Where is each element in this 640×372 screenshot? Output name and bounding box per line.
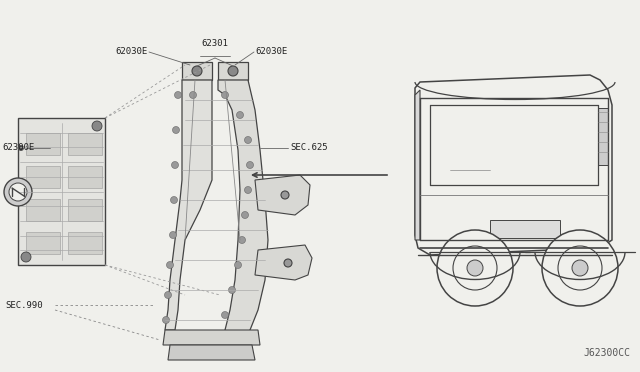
Circle shape (164, 292, 172, 298)
Circle shape (244, 137, 252, 144)
Polygon shape (255, 245, 312, 280)
Circle shape (453, 246, 497, 290)
Circle shape (246, 161, 253, 169)
Polygon shape (68, 166, 102, 188)
Circle shape (92, 121, 102, 131)
Circle shape (172, 161, 179, 169)
Circle shape (572, 260, 588, 276)
Circle shape (244, 186, 252, 193)
Polygon shape (490, 220, 560, 238)
Circle shape (239, 237, 246, 244)
Polygon shape (255, 175, 310, 215)
Polygon shape (218, 80, 268, 340)
Text: 62030E: 62030E (255, 48, 287, 57)
Circle shape (4, 178, 32, 206)
Polygon shape (26, 232, 60, 254)
Text: 62030E: 62030E (116, 48, 148, 57)
Text: SEC.625: SEC.625 (290, 144, 328, 153)
Circle shape (21, 252, 31, 262)
Polygon shape (68, 199, 102, 221)
Polygon shape (68, 232, 102, 254)
Circle shape (221, 311, 228, 318)
Circle shape (542, 230, 618, 306)
Circle shape (284, 259, 292, 267)
Circle shape (467, 260, 483, 276)
Polygon shape (26, 166, 60, 188)
Circle shape (437, 230, 513, 306)
Polygon shape (26, 133, 60, 155)
Circle shape (170, 231, 177, 238)
Circle shape (228, 66, 238, 76)
Circle shape (173, 126, 179, 134)
Circle shape (237, 112, 243, 119)
Text: SEC.990: SEC.990 (5, 301, 43, 310)
Circle shape (228, 286, 236, 294)
Circle shape (241, 212, 248, 218)
Circle shape (189, 92, 196, 99)
Circle shape (214, 331, 221, 339)
Polygon shape (182, 62, 212, 80)
Polygon shape (218, 62, 248, 80)
Text: 62300E: 62300E (2, 144, 35, 153)
Circle shape (175, 92, 182, 99)
Circle shape (18, 145, 24, 151)
Circle shape (281, 191, 289, 199)
Text: 62301: 62301 (202, 39, 228, 48)
Polygon shape (68, 133, 102, 155)
Polygon shape (18, 118, 105, 265)
Circle shape (163, 317, 170, 324)
Text: J62300CC: J62300CC (583, 348, 630, 358)
Circle shape (192, 66, 202, 76)
Polygon shape (165, 80, 212, 330)
Polygon shape (598, 108, 608, 165)
Circle shape (558, 246, 602, 290)
Circle shape (234, 262, 241, 269)
Circle shape (170, 196, 177, 203)
Circle shape (166, 262, 173, 269)
Polygon shape (168, 345, 255, 360)
Polygon shape (415, 75, 612, 255)
Circle shape (221, 92, 228, 99)
Polygon shape (415, 90, 420, 240)
Polygon shape (163, 330, 260, 345)
Circle shape (9, 183, 27, 201)
Polygon shape (26, 199, 60, 221)
